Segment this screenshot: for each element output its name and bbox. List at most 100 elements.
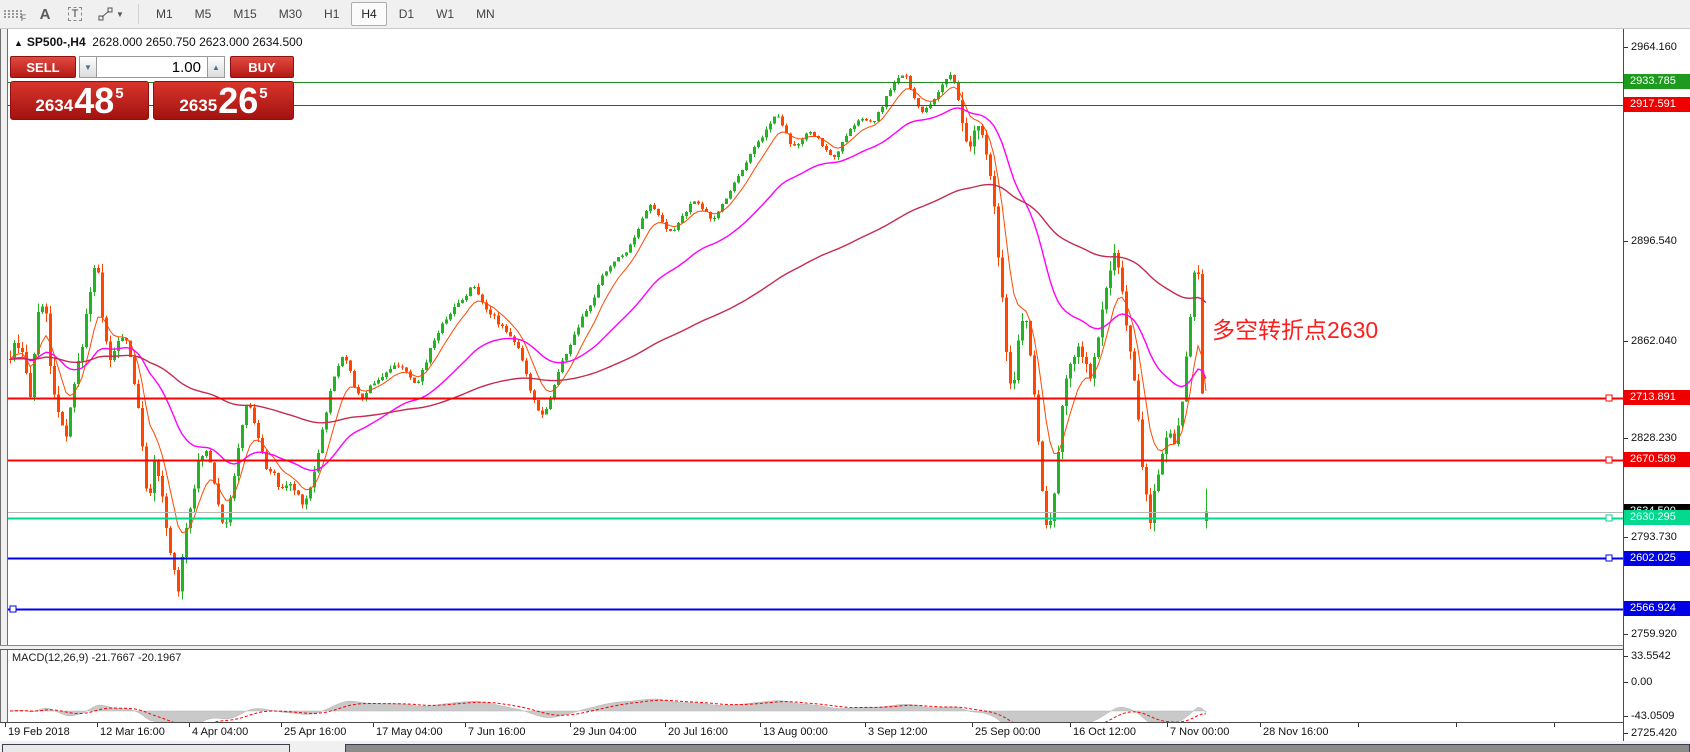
time-axis-label: 19 Feb 2018 bbox=[8, 726, 70, 738]
time-axis-tick bbox=[1358, 723, 1359, 727]
price-chart-area[interactable]: ▲ SP500-,H4 2628.000 2650.750 2623.000 26… bbox=[8, 29, 1623, 645]
chevron-down-icon: ▼ bbox=[116, 9, 124, 19]
time-axis-tick bbox=[760, 723, 761, 727]
timeframe-button-h4[interactable]: H4 bbox=[351, 2, 387, 26]
buy-price-prefix: 2635 bbox=[179, 96, 218, 115]
price-axis-tick bbox=[1624, 241, 1628, 243]
sell-price-fraction: 5 bbox=[115, 85, 124, 102]
chart-window: ▲ SP500-,H4 2628.000 2650.750 2623.000 26… bbox=[0, 29, 1690, 752]
chart-text-annotation[interactable]: 多空转折点2630 bbox=[1212, 317, 1379, 343]
volume-increase-button[interactable]: ▲ bbox=[207, 56, 225, 78]
toolbar: F A T ▼ M1 M5 M15 M30 H1 H4 D1 W1 MN bbox=[0, 0, 1690, 29]
tick-chart-icon[interactable]: F bbox=[2, 3, 28, 25]
price-level-badge: 2917.591 bbox=[1624, 97, 1690, 113]
time-axis-label: 25 Sep 00:00 bbox=[975, 726, 1041, 738]
symbol-collapse-icon[interactable]: ▲ bbox=[14, 38, 23, 48]
time-axis-tick bbox=[1070, 723, 1071, 727]
price-axis-label: 2793.730 bbox=[1631, 530, 1677, 543]
objects-icon[interactable]: ▼ bbox=[92, 3, 130, 25]
chart-left-frame bbox=[0, 29, 8, 741]
sell-price-box[interactable]: 2634 48 5 bbox=[10, 81, 149, 120]
ohlc-values: 2628.000 2650.750 2623.000 2634.500 bbox=[92, 35, 303, 49]
price-axis-tick bbox=[1624, 340, 1628, 342]
buy-price-box[interactable]: 2635 26 5 bbox=[153, 81, 294, 120]
timeframe-button-mn[interactable]: MN bbox=[476, 7, 495, 21]
price-level-badge: 2602.025 bbox=[1624, 550, 1690, 566]
time-axis-tick bbox=[1554, 723, 1555, 727]
toolbar-separator bbox=[138, 4, 139, 24]
sell-price-prefix: 2634 bbox=[35, 96, 74, 115]
macd-axis-tick bbox=[1624, 682, 1628, 683]
time-axis-tick bbox=[189, 723, 190, 727]
price-axis-tick bbox=[1624, 47, 1628, 48]
volume-input[interactable] bbox=[96, 56, 208, 78]
timeframe-button-m15[interactable]: M15 bbox=[233, 7, 257, 21]
text-a-icon[interactable]: A bbox=[39, 5, 51, 23]
price-axis-tick bbox=[1624, 733, 1628, 735]
minimized-windows-strip bbox=[0, 741, 1690, 752]
time-axis-label: 16 Oct 12:00 bbox=[1073, 726, 1136, 738]
price-axis[interactable]: 2964.160 2896.540 2862.040 2828.230 2793.730… bbox=[1623, 29, 1690, 741]
sell-price-main: 48 bbox=[74, 79, 115, 121]
sell-button[interactable]: SELL bbox=[10, 56, 76, 78]
time-axis-tick bbox=[665, 723, 666, 727]
macd-axis-tick bbox=[1624, 656, 1628, 657]
time-axis-label: 3 Sep 12:00 bbox=[868, 726, 928, 738]
volume-decrease-button[interactable]: ▼ bbox=[79, 56, 97, 78]
time-axis-tick bbox=[1167, 723, 1168, 727]
time-axis-tick bbox=[281, 723, 282, 727]
time-axis-tick bbox=[1456, 723, 1457, 727]
price-axis-label: 2725.420 bbox=[1631, 727, 1677, 740]
time-axis-label: 28 Nov 16:00 bbox=[1263, 726, 1329, 738]
timeframe-button-m30[interactable]: M30 bbox=[278, 7, 303, 21]
time-axis[interactable]: 19 Feb 2018 12 Mar 16:00 4 Apr 04:00 25 Apr… bbox=[0, 723, 1690, 741]
time-axis-label: 7 Jun 16:00 bbox=[468, 726, 526, 738]
time-axis-tick bbox=[865, 723, 866, 727]
buy-button[interactable]: BUY bbox=[230, 56, 294, 78]
time-axis-tick bbox=[97, 723, 98, 727]
price-axis-label: 2964.160 bbox=[1631, 41, 1677, 53]
tick-grid-glyph bbox=[3, 10, 23, 18]
time-axis-label: 20 Jul 16:00 bbox=[668, 726, 728, 738]
macd-axis-tick bbox=[1624, 716, 1628, 717]
panel-splitter[interactable] bbox=[0, 645, 1690, 650]
time-axis-tick bbox=[373, 723, 374, 727]
macd-bottom-border bbox=[0, 722, 1690, 723]
time-axis-tick bbox=[1260, 723, 1261, 727]
price-axis-tick bbox=[1624, 536, 1628, 538]
macd-axis-label: 33.5542 bbox=[1631, 650, 1671, 662]
macd-axis-label: -43.0509 bbox=[1631, 710, 1675, 722]
price-level-badge: 2670.589 bbox=[1624, 452, 1690, 468]
macd-indicator-panel[interactable]: MACD(12,26,9) -21.7667 -20.1967 bbox=[8, 650, 1623, 722]
timeframe-button-w1[interactable]: W1 bbox=[436, 7, 455, 21]
candlestick-plot bbox=[8, 72, 1623, 613]
time-axis-label: 29 Jun 04:00 bbox=[573, 726, 637, 738]
time-axis-tick bbox=[570, 723, 571, 727]
timeframe-bar: M1 M5 M15 M30 H1 H4 D1 W1 MN bbox=[145, 2, 506, 26]
price-level-badge: 2566.924 bbox=[1624, 601, 1690, 617]
minimized-chart-window-2[interactable] bbox=[345, 744, 1690, 752]
price-axis-label: 2862.040 bbox=[1631, 334, 1677, 347]
macd-axis-label: 0.00 bbox=[1631, 676, 1653, 688]
minimized-chart-window-1[interactable] bbox=[2, 744, 290, 752]
timeframe-button-m1[interactable]: M1 bbox=[156, 7, 173, 21]
time-axis-label: 25 Apr 16:00 bbox=[284, 726, 347, 738]
time-axis-label: 12 Mar 16:00 bbox=[100, 726, 165, 738]
one-click-trading-panel: SELL ▼ ▲ BUY 2634 48 5 2635 26 5 bbox=[10, 56, 296, 120]
timeframe-button-m5[interactable]: M5 bbox=[194, 7, 212, 21]
timeframe-button-d1[interactable]: D1 bbox=[398, 7, 415, 21]
time-axis-tick bbox=[972, 723, 973, 727]
macd-label: MACD(12,26,9) -21.7667 -20.1967 bbox=[12, 652, 182, 664]
price-level-badge: 2713.891 bbox=[1624, 390, 1690, 406]
price-level-badge: 2933.785 bbox=[1624, 74, 1690, 90]
time-axis-tick bbox=[465, 723, 466, 727]
time-axis-label: 7 Nov 00:00 bbox=[1170, 726, 1230, 738]
chart-title: ▲ SP500-,H4 2628.000 2650.750 2623.000 26… bbox=[14, 35, 303, 49]
price-axis-label: 2828.230 bbox=[1631, 431, 1677, 444]
text-label-icon[interactable]: T bbox=[62, 3, 88, 25]
buy-price-main: 26 bbox=[218, 79, 259, 121]
timeframe-button-h1[interactable]: H1 bbox=[324, 7, 340, 21]
symbol-name: SP500-,H4 bbox=[26, 35, 86, 49]
price-axis-label: 2896.540 bbox=[1631, 235, 1677, 248]
